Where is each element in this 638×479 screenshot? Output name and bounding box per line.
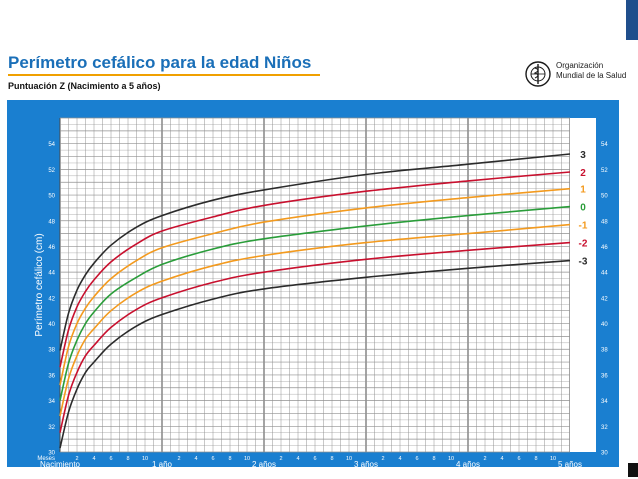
y-tick-label: 32 bbox=[601, 425, 608, 431]
x-tick-label: 2 bbox=[483, 456, 486, 462]
org-name-line1: Organización bbox=[556, 61, 604, 70]
z-score-label: 2 bbox=[580, 168, 586, 179]
who-logo-icon bbox=[525, 61, 551, 87]
x-major-label: 1 año bbox=[152, 460, 173, 469]
x-tick-label: 10 bbox=[448, 456, 454, 462]
y-tick-label: 38 bbox=[48, 348, 55, 354]
x-tick-label: 10 bbox=[244, 456, 250, 462]
org-name: Organización Mundial de la Salud bbox=[556, 61, 626, 81]
y-tick-label: 44 bbox=[48, 271, 55, 277]
series-line-z-3 bbox=[59, 259, 571, 449]
x-tick-label: 6 bbox=[517, 456, 520, 462]
x-major-label: 4 años bbox=[456, 460, 480, 469]
title-underline bbox=[8, 74, 320, 76]
z-score-label: -3 bbox=[579, 257, 588, 268]
y-tick-label: 54 bbox=[48, 142, 55, 148]
series-line-z2 bbox=[59, 171, 571, 368]
x-tick-label: 2 bbox=[75, 456, 78, 462]
x-tick-label: 6 bbox=[211, 456, 214, 462]
x-major-label: 5 años bbox=[558, 460, 582, 469]
page-subtitle: Puntuación Z (Nacimiento a 5 años) bbox=[8, 81, 161, 91]
x-tick-label: 8 bbox=[228, 456, 231, 462]
x-tick-label: 4 bbox=[296, 456, 299, 462]
x-tick-label: 2 bbox=[279, 456, 282, 462]
series-line-z-2 bbox=[59, 241, 571, 433]
x-major-label: 3 años bbox=[354, 460, 378, 469]
x-tick-label: 4 bbox=[92, 456, 95, 462]
x-tick-label: 4 bbox=[398, 456, 401, 462]
y-tick-label: 52 bbox=[601, 168, 608, 174]
z-label-strip bbox=[570, 118, 596, 452]
x-tick-label: 4 bbox=[194, 456, 197, 462]
top-bar bbox=[0, 0, 638, 40]
y-tick-label: 36 bbox=[48, 373, 55, 379]
y-tick-label: 52 bbox=[48, 168, 55, 174]
y-tick-label: 40 bbox=[601, 322, 608, 328]
x-tick-label: 8 bbox=[126, 456, 129, 462]
x-tick-label: 6 bbox=[109, 456, 112, 462]
x-tick-label: 2 bbox=[177, 456, 180, 462]
z-score-label: 1 bbox=[580, 185, 586, 196]
x-tick-label: 2 bbox=[381, 456, 384, 462]
y-tick-label: 44 bbox=[601, 271, 608, 277]
x-tick-label: 8 bbox=[534, 456, 537, 462]
y-tick-label: 34 bbox=[601, 399, 608, 405]
x-tick-label: 6 bbox=[313, 456, 316, 462]
y-tick-label: 36 bbox=[601, 373, 608, 379]
series-line-z0 bbox=[59, 205, 571, 401]
x-tick-label: 10 bbox=[142, 456, 148, 462]
z-score-label: 0 bbox=[580, 203, 586, 214]
y-tick-label: 30 bbox=[601, 451, 608, 457]
y-tick-label: 46 bbox=[48, 245, 55, 251]
z-score-label: 3 bbox=[580, 150, 586, 161]
x-tick-label: 10 bbox=[346, 456, 352, 462]
y-tick-label: 50 bbox=[601, 194, 608, 200]
y-tick-label: 30 bbox=[48, 451, 55, 457]
y-tick-label: 42 bbox=[601, 296, 608, 302]
brand-block bbox=[626, 0, 638, 40]
series-line-z-1 bbox=[59, 223, 571, 417]
x-tick-label: 10 bbox=[550, 456, 556, 462]
x-tick-label: 4 bbox=[500, 456, 503, 462]
y-tick-label: 46 bbox=[601, 245, 608, 251]
y-tick-label: 50 bbox=[48, 194, 55, 200]
y-tick-label: 48 bbox=[48, 219, 55, 225]
y-tick-label: 32 bbox=[48, 425, 55, 431]
x-tick-label: 8 bbox=[432, 456, 435, 462]
y-tick-label: 38 bbox=[601, 348, 608, 354]
z-score-label: -2 bbox=[579, 239, 588, 250]
x-tick-label: 8 bbox=[330, 456, 333, 462]
x-major-label: Nacimiento bbox=[40, 460, 81, 469]
series-line-z1 bbox=[59, 187, 571, 386]
y-tick-label: 54 bbox=[601, 142, 608, 148]
y-tick-label: 40 bbox=[48, 322, 55, 328]
x-tick-label: 6 bbox=[415, 456, 418, 462]
org-name-line2: Mundial de la Salud bbox=[556, 71, 627, 80]
z-score-label: -1 bbox=[579, 221, 588, 232]
page-title: Perímetro cefálico para la edad Niños bbox=[8, 53, 312, 72]
series-line-z3 bbox=[59, 153, 571, 351]
y-tick-label: 34 bbox=[48, 399, 55, 405]
y-axis-title: Perímetro cefálico (cm) bbox=[34, 233, 45, 336]
corner-block bbox=[628, 463, 638, 477]
y-tick-label: 42 bbox=[48, 296, 55, 302]
x-major-label: 2 años bbox=[252, 460, 276, 469]
x-unit-label: Meses bbox=[37, 456, 55, 462]
y-tick-label: 48 bbox=[601, 219, 608, 225]
